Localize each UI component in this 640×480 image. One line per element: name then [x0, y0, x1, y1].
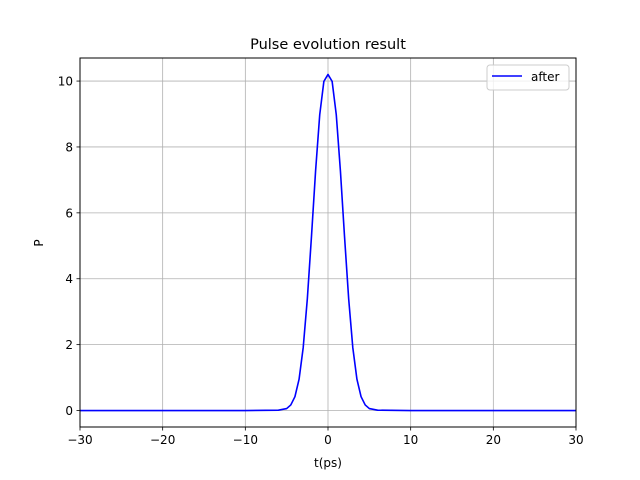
x-tick-label: −30 — [67, 433, 92, 447]
y-tick-label: 8 — [65, 140, 73, 154]
x-tick-label: 20 — [486, 433, 501, 447]
y-tick-label: 4 — [65, 272, 73, 286]
y-tick-label: 0 — [65, 404, 73, 418]
y-tick-label: 2 — [65, 338, 73, 352]
x-tick-label: 30 — [568, 433, 583, 447]
legend-label-after: after — [531, 70, 559, 84]
x-tick-label: −20 — [150, 433, 175, 447]
x-tick-label: −10 — [233, 433, 258, 447]
chart-title: Pulse evolution result — [250, 37, 406, 53]
x-tick-label: 0 — [324, 433, 332, 447]
ticks: −30 −20 −10 0 10 20 30 0 2 4 6 8 10 — [58, 75, 584, 447]
y-axis-label: P — [32, 239, 46, 246]
series-line-after — [80, 73, 576, 412]
x-axis-label: t(ps) — [314, 456, 342, 470]
x-tick-label: 10 — [403, 433, 418, 447]
legend-box — [486, 64, 570, 91]
y-tick-label: 10 — [58, 75, 73, 89]
y-tick-label: 6 — [65, 206, 73, 220]
legend: after — [486, 64, 570, 91]
series-layer — [80, 73, 576, 412]
